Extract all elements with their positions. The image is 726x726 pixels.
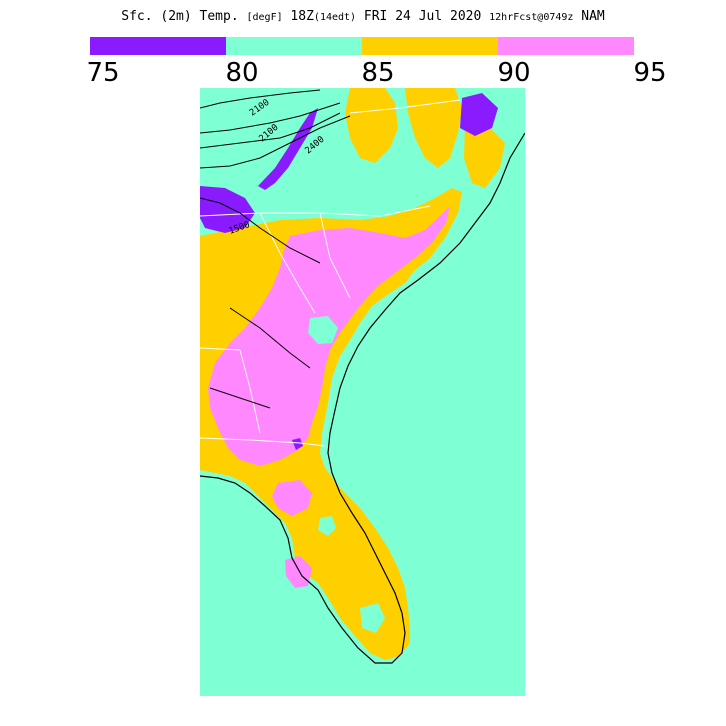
legend-tick-85: 85 bbox=[361, 58, 395, 88]
map-title: Sfc. (2m) Temp. [degF] 18Z(14edt) FRI 24… bbox=[0, 9, 726, 24]
legend-tick-75: 75 bbox=[86, 58, 120, 88]
legend-ticks: 75 80 85 90 95 bbox=[0, 58, 726, 92]
zone-75-80-florida bbox=[292, 438, 303, 450]
zone-80-85-inland-1 bbox=[308, 316, 338, 344]
height-contours bbox=[200, 89, 351, 409]
title-date: FRI 24 Jul 2020 bbox=[356, 9, 490, 24]
legend-bin-75-80 bbox=[90, 37, 226, 55]
zone-85-90-north-3 bbox=[464, 123, 505, 188]
legend-bin-90-95 bbox=[498, 37, 634, 55]
legend-bin-80-85 bbox=[226, 37, 362, 55]
zone-75-80-northwest bbox=[200, 186, 255, 233]
coastline bbox=[200, 132, 525, 664]
zone-85-90-north-2 bbox=[405, 88, 462, 168]
temperature-map: 2100 2100 2400 1500 bbox=[200, 88, 525, 696]
zone-85-90-north-1 bbox=[345, 88, 398, 163]
zone-80-85-inland-2 bbox=[318, 516, 336, 536]
state-boundaries bbox=[200, 99, 461, 447]
zone-90-95-south bbox=[272, 480, 312, 516]
legend-tick-95: 95 bbox=[633, 58, 667, 88]
zone-75-80-northeast bbox=[460, 93, 498, 136]
zone-75-80-mountains bbox=[258, 108, 318, 190]
title-local-time: (14edt) bbox=[313, 12, 357, 23]
zone-90-95-southwest bbox=[285, 556, 312, 588]
legend-bin-85-90 bbox=[362, 37, 498, 55]
map-canvas: 2100 2100 2400 1500 bbox=[200, 88, 525, 696]
title-field: Sfc. (2m) Temp. bbox=[121, 9, 247, 24]
title-model: NAM bbox=[573, 9, 605, 24]
title-forecast: 12hrFcst@0749z bbox=[489, 12, 574, 23]
title-units: [degF] bbox=[246, 12, 283, 23]
zone-80-85-inland-3 bbox=[360, 603, 385, 633]
legend-tick-80: 80 bbox=[225, 58, 259, 88]
color-legend bbox=[90, 37, 634, 55]
legend-tick-90: 90 bbox=[497, 58, 531, 88]
title-valid-time: 18Z bbox=[282, 9, 314, 24]
